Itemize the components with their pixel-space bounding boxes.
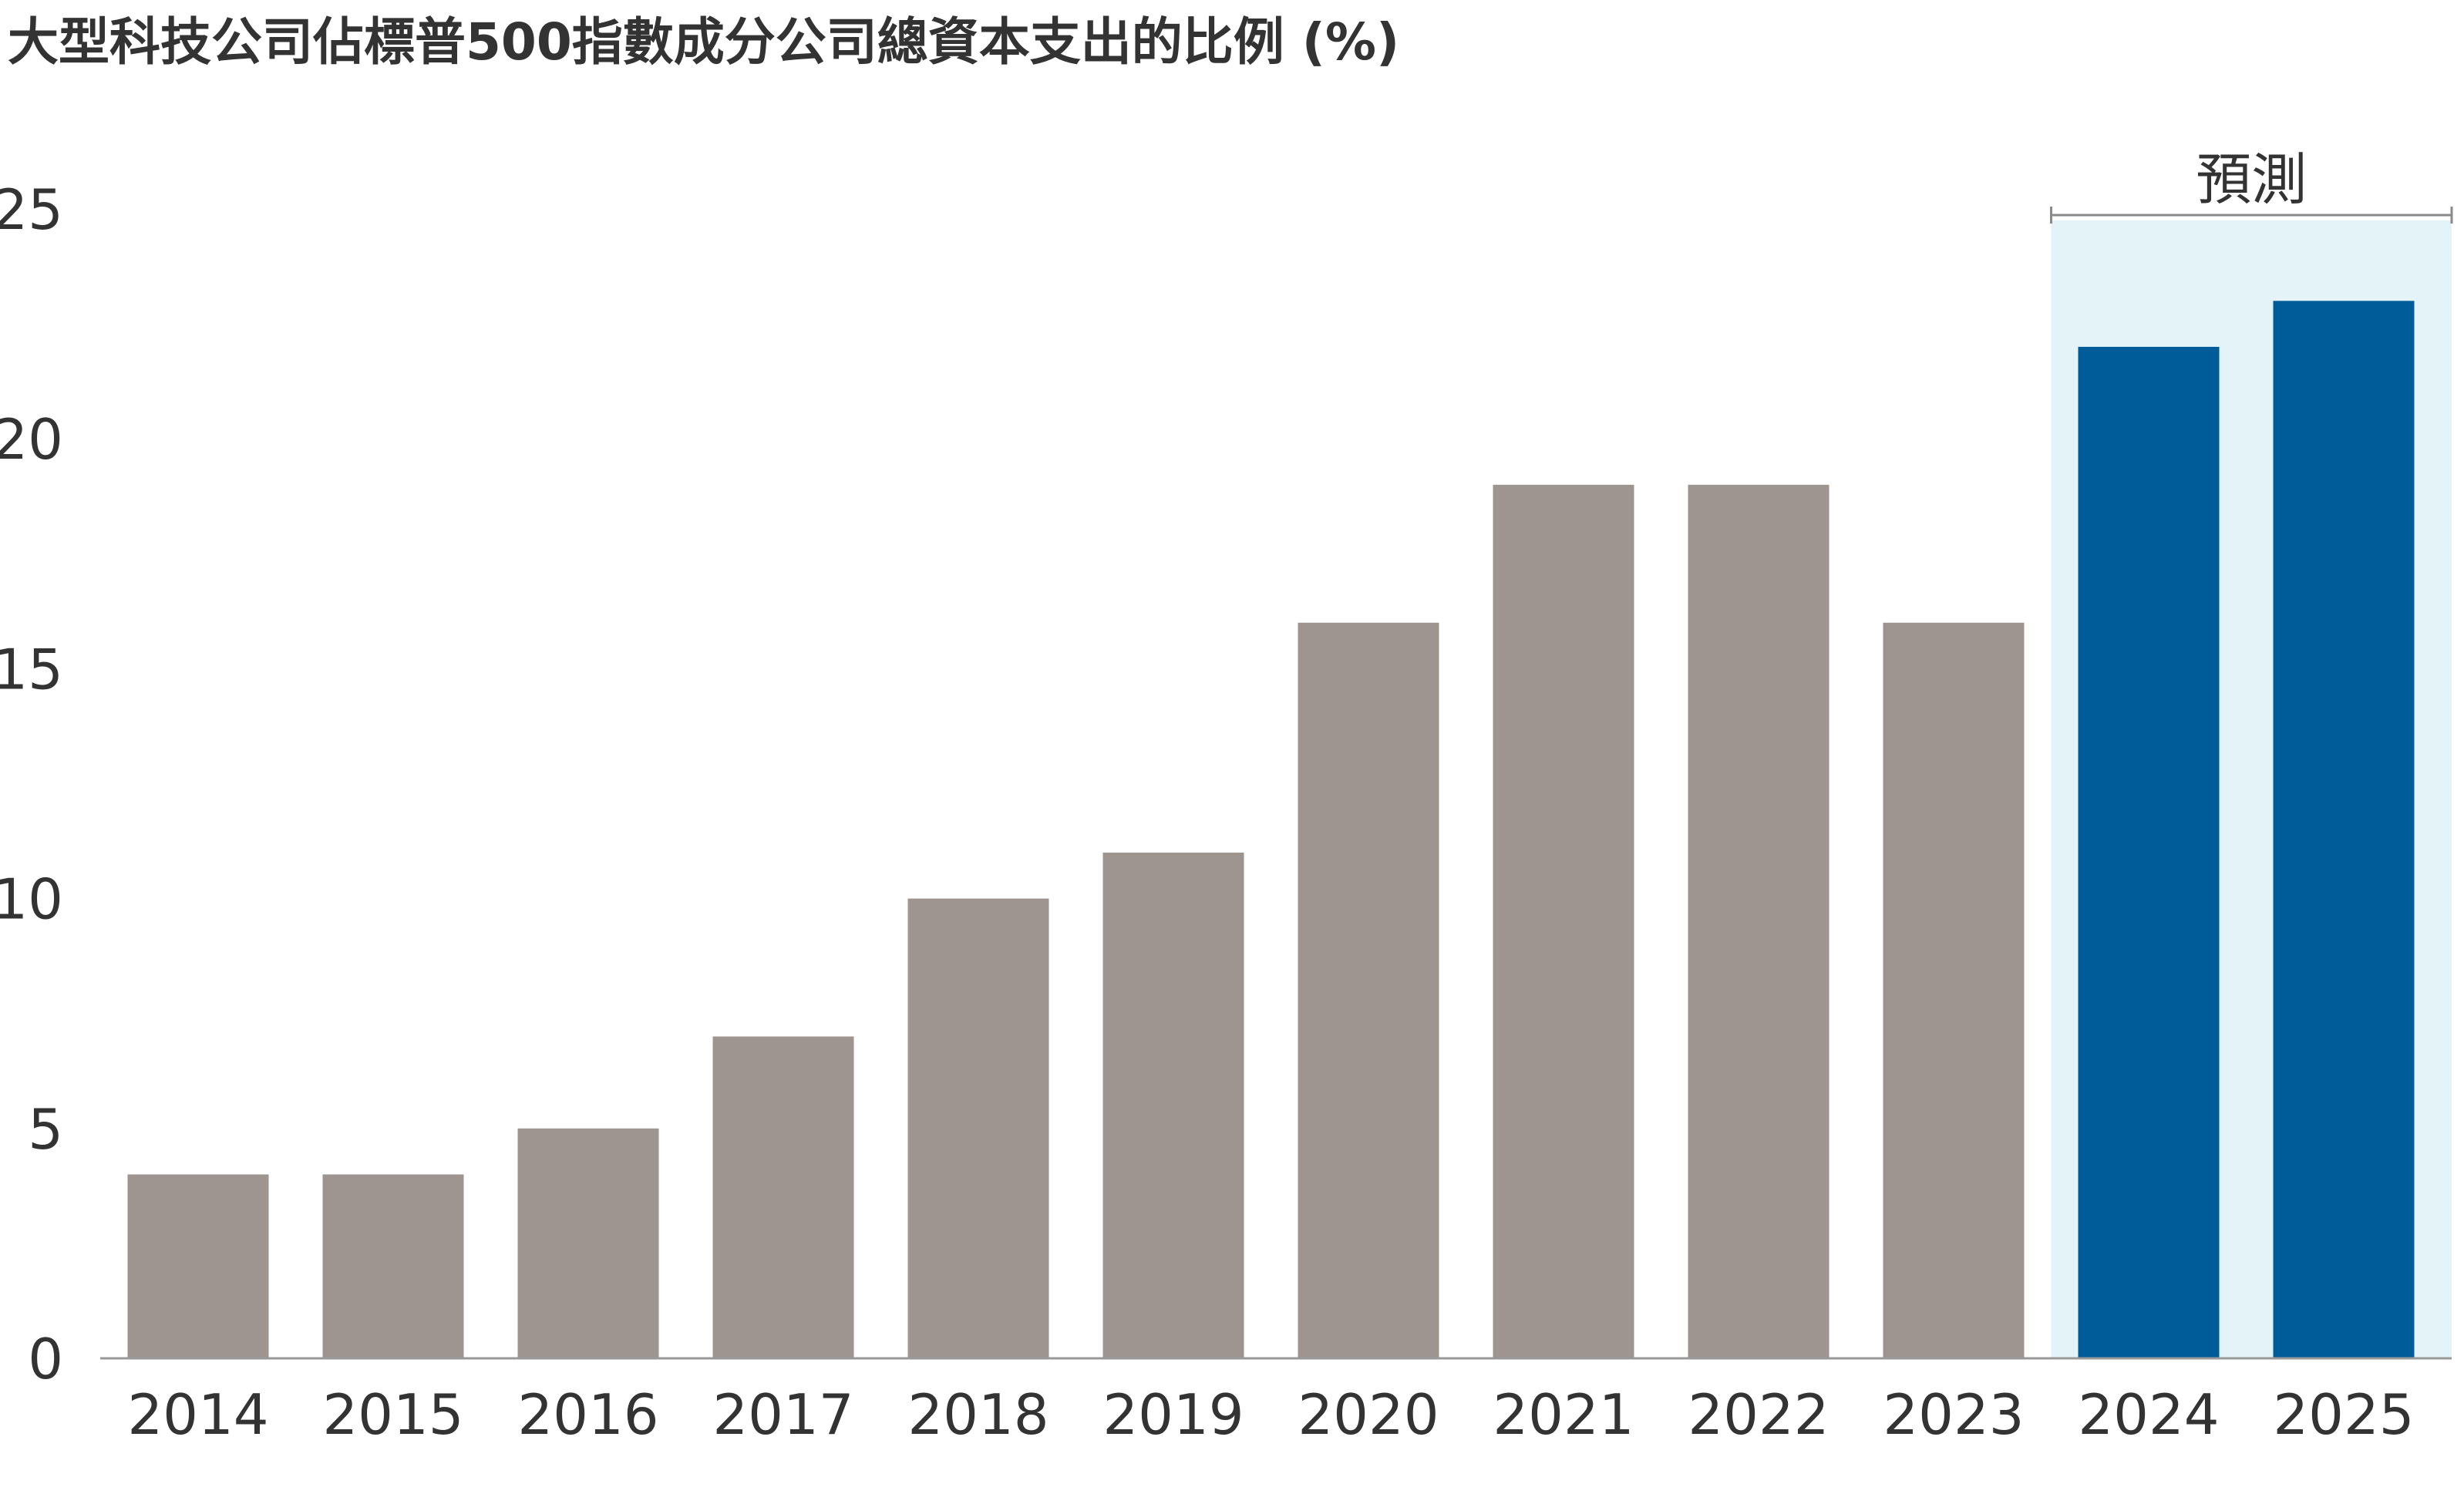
bar-2014 (127, 1174, 269, 1358)
y-tick-label-15: 15 (0, 637, 63, 702)
bar-2018 (907, 898, 1049, 1358)
y-tick-label-10: 10 (0, 867, 63, 932)
x-tick-label-2019: 2019 (1102, 1382, 1244, 1447)
forecast-label: 預測 (2196, 147, 2307, 212)
bar-2016 (517, 1128, 659, 1358)
bar-2020 (1298, 622, 1439, 1358)
x-tick-label-2020: 2020 (1298, 1382, 1439, 1447)
x-tick-label-2015: 2015 (322, 1382, 463, 1447)
y-tick-label-5: 5 (28, 1097, 63, 1162)
x-tick-label-2024: 2024 (2078, 1382, 2219, 1447)
bar-2021 (1493, 484, 1634, 1358)
bar-2023 (1883, 622, 2025, 1358)
x-tick-label-2025: 2025 (2273, 1382, 2414, 1447)
bar-2024 (2078, 346, 2220, 1358)
x-tick-label-2023: 2023 (1883, 1382, 2024, 1447)
x-tick-label-2016: 2016 (517, 1382, 658, 1447)
bar-2017 (712, 1036, 854, 1358)
x-tick-label-2017: 2017 (712, 1382, 853, 1447)
y-tick-label-0: 0 (28, 1327, 63, 1391)
x-tick-label-2018: 2018 (907, 1382, 1049, 1447)
x-tick-label-2021: 2021 (1493, 1382, 1634, 1447)
y-tick-label-20: 20 (0, 407, 63, 472)
chart-title: 大型科技公司佔標普500指數成分公司總資本支出的比例 (%) (8, 12, 1400, 72)
bars-layer (127, 301, 2415, 1358)
bar-2015 (322, 1174, 464, 1358)
bar-2022 (1688, 484, 1829, 1358)
bar-2025 (2273, 301, 2415, 1358)
y-tick-label-25: 25 (0, 177, 63, 242)
x-tick-label-2014: 2014 (127, 1382, 268, 1447)
x-tick-label-2022: 2022 (1688, 1382, 1829, 1447)
bar-2019 (1102, 852, 1244, 1358)
